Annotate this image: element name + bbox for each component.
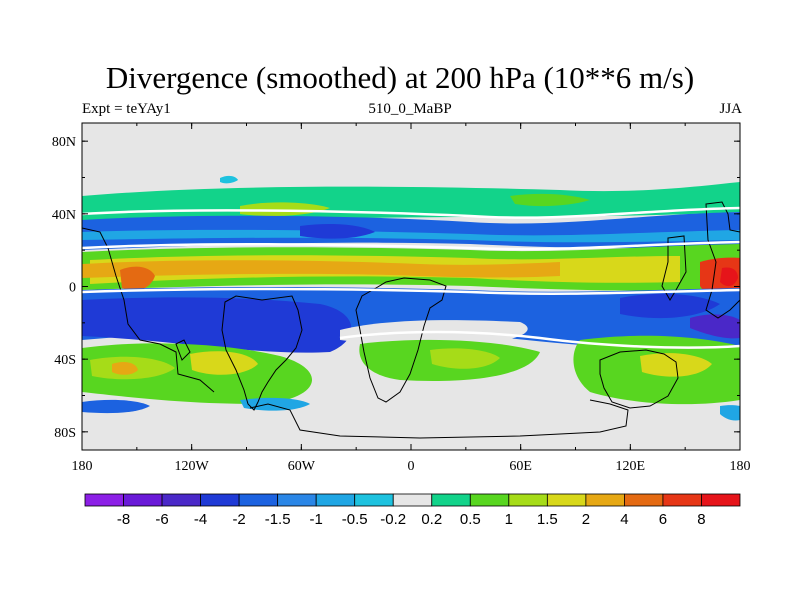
colorbar-swatch [84, 493, 124, 507]
colorbar-swatch [585, 493, 625, 507]
season-label: JJA [719, 101, 742, 117]
colorbar-label: -1 [310, 511, 323, 528]
pacific-islands-outline [175, 339, 191, 361]
south-darkblue-band [82, 297, 352, 353]
colorbar-label: -0.2 [380, 511, 406, 528]
colorbar-label: -8 [117, 511, 130, 528]
north-darkblue-blob [300, 224, 375, 239]
colorbar-swatch [238, 493, 279, 507]
x-tick-label: 0 [408, 459, 415, 474]
x-tick-label: 60E [509, 459, 532, 474]
south-blue-blob-west [82, 399, 150, 414]
time-label: 510_0_MaBP [368, 101, 452, 117]
equatorial-orange-band [82, 260, 560, 278]
zero-contours [82, 206, 740, 349]
colorbar-label: 0.2 [421, 511, 442, 528]
y-tick-label: 40N [52, 208, 76, 223]
colorbar-label: 1.5 [537, 511, 558, 528]
colorbar-swatch [508, 493, 548, 507]
colorbar-swatch [315, 493, 356, 507]
antarctica-outline [249, 399, 629, 439]
colorbar-swatch [200, 493, 240, 507]
colorbar-swatch [392, 493, 433, 507]
colorbar-label: -0.5 [342, 511, 368, 528]
colorbar-label: -1.5 [265, 511, 291, 528]
colorbar-swatch [662, 493, 702, 507]
y-axis: 80N 40N 0 40S 80S [52, 135, 740, 441]
y-tick-label: 80N [52, 135, 76, 150]
north-yellowgreen-blob [240, 202, 330, 216]
colorbar-label: 1 [505, 511, 513, 528]
south-cyan-blob-east [720, 405, 740, 421]
colorbar-swatch [469, 493, 510, 507]
contour-fields [82, 175, 740, 439]
zero-contour-north [82, 206, 740, 219]
zero-contour-south-2 [339, 330, 740, 349]
colorbar-swatch [546, 493, 587, 507]
y-tick-label: 80S [54, 426, 76, 441]
colorbar-swatch [624, 493, 664, 507]
colorbar-swatch [431, 493, 471, 507]
north-small-cyan-blob [220, 175, 238, 184]
north-america-west-outline [82, 227, 215, 393]
colorbar-swatch [161, 493, 201, 507]
equatorial-red-core-east [720, 267, 738, 287]
colorbar-label: 4 [620, 511, 628, 528]
south-america-outline [221, 295, 303, 411]
colorbar-label: 6 [659, 511, 667, 528]
y-tick-label: 40S [54, 353, 76, 368]
north-cyan-band [82, 229, 740, 243]
south-orange-blob-west [112, 362, 138, 375]
equatorial-red-blob-west [120, 266, 155, 291]
colorbar-label: -4 [194, 511, 207, 528]
colorbar-label: -6 [155, 511, 168, 528]
x-tick-label: 180 [72, 459, 93, 474]
south-yellow-blob-mid [190, 351, 258, 375]
africa-outline [355, 277, 447, 403]
north-yellowgreen-blob-2 [510, 193, 590, 207]
chart-title: Divergence (smoothed) at 200 hPa (10**6 … [105, 60, 695, 95]
experiment-label: Expt = teYAy1 [82, 101, 171, 117]
x-axis: 180 120W 60W 0 60E 120E 180 [72, 123, 751, 474]
south-yellow-blob-center [430, 348, 500, 369]
x-tick-label: 180 [730, 459, 751, 474]
colorbar: -8 -6 -4 -2 -1.5 -1 -0.5 -0.2 0.2 0.5 1 1.5 2 4 6 8 [84, 493, 741, 528]
zero-contour-equator [82, 240, 740, 251]
colorbar-swatch [123, 493, 163, 507]
x-tick-label: 120W [175, 459, 210, 474]
colorbar-label: 8 [697, 511, 705, 528]
colorbar-label: 2 [582, 511, 590, 528]
australia-outline [599, 349, 679, 409]
x-tick-label: 120E [616, 459, 646, 474]
zero-contour-south [82, 287, 740, 295]
colorbar-swatch [701, 493, 741, 507]
south-east-purple [690, 314, 740, 339]
colorbar-swatch [277, 493, 317, 507]
north-green-band [82, 182, 740, 226]
asia-east-outline [661, 235, 687, 301]
colorbar-label: -2 [232, 511, 245, 528]
asia-maritime-outline [705, 201, 740, 319]
colorbar-label: 0.5 [460, 511, 481, 528]
x-tick-label: 60W [288, 459, 316, 474]
south-cyan-blob [240, 397, 310, 411]
y-tick-label: 0 [69, 281, 76, 296]
south-east-darkblue [620, 293, 720, 319]
colorbar-swatch [354, 493, 394, 507]
continent-outlines [82, 201, 740, 439]
